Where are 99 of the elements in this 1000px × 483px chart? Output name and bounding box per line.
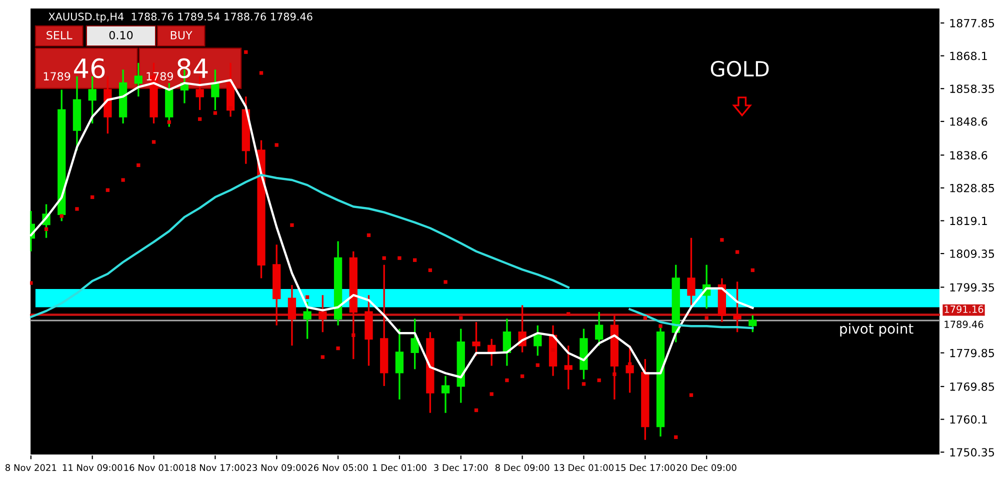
candlestick — [472, 321, 480, 357]
point — [336, 346, 340, 350]
point — [459, 316, 463, 320]
point — [198, 117, 202, 121]
point — [750, 268, 754, 272]
point — [704, 316, 708, 320]
candlestick — [441, 375, 450, 414]
chart-title: XAUUSD.tp,H4 1788.76 1789.54 1788.76 1789.46 — [48, 12, 312, 23]
point — [382, 256, 386, 260]
y-tick-label: 1760.1 — [950, 415, 987, 424]
y-tick-label: 1828.85 — [950, 184, 994, 192]
y-tick-label: 1877.85 — [950, 18, 994, 28]
y-tick-label: 1750.35 — [950, 448, 994, 457]
point — [490, 392, 494, 396]
candlestick — [748, 314, 757, 333]
point — [152, 140, 156, 144]
annotation: GOLD — [710, 60, 769, 77]
ref-line-label: 1789.46 — [944, 320, 984, 328]
point — [505, 378, 509, 382]
point — [689, 393, 694, 397]
candlestick — [626, 344, 634, 394]
point — [30, 281, 33, 285]
candlestick — [410, 318, 419, 370]
x-tick-label: 23 Nov 09:00 — [246, 464, 306, 472]
candlestick — [134, 62, 142, 98]
annotation: SELL — [46, 30, 72, 40]
point — [720, 238, 724, 242]
point — [628, 362, 632, 366]
y-tick-label: 1819.1 — [950, 216, 987, 226]
x-tick-label: 20 Dec 09:00 — [676, 464, 736, 472]
candlestick — [318, 294, 327, 333]
x-tick-label: 1 Dec 01:00 — [372, 464, 426, 472]
annotation: 1789 — [44, 72, 70, 81]
point — [136, 163, 140, 168]
x-tick-label: 16 Nov 01:00 — [124, 464, 184, 472]
x-tick-label: 3 Dec 17:00 — [434, 464, 488, 472]
point — [566, 312, 570, 316]
y-tick-label: 1858.35 — [950, 84, 994, 93]
annotation: 0.10 — [109, 30, 133, 40]
point — [167, 120, 171, 124]
point — [121, 178, 125, 182]
y-tick-label: 1799.35 — [950, 283, 994, 292]
point — [474, 408, 478, 412]
candlestick — [687, 237, 696, 306]
point — [658, 324, 662, 328]
candlestick — [395, 328, 404, 400]
point — [60, 214, 64, 218]
y-tick-label: 1769.85 — [950, 382, 994, 391]
x-tick-label: 15 Dec 17:00 — [616, 464, 675, 472]
point — [398, 256, 402, 260]
point — [44, 227, 48, 231]
point — [320, 355, 325, 359]
point — [536, 363, 540, 367]
point — [290, 223, 294, 227]
x-tick-label: 18 Nov 17:00 — [186, 464, 246, 472]
x-tick-label: 26 Nov 05:00 — [308, 464, 368, 472]
point — [75, 207, 79, 211]
annotation: 46 — [74, 58, 105, 78]
point — [244, 50, 248, 54]
candlestick — [303, 301, 312, 340]
y-tick-label: 1809.35 — [950, 250, 994, 258]
candlestick — [211, 68, 220, 111]
x-tick-label: 8 Nov 2021 — [5, 464, 56, 472]
candlestick — [564, 344, 572, 390]
point — [305, 295, 310, 299]
point — [213, 111, 218, 115]
annotation: BUY — [170, 31, 192, 40]
point — [520, 374, 524, 378]
candlestick — [733, 280, 742, 333]
y-tick-label: 1868.1 — [950, 52, 987, 60]
x-tick-label: 11 Nov 09:00 — [62, 464, 122, 472]
point — [428, 268, 432, 272]
point — [90, 195, 94, 200]
point — [106, 188, 110, 192]
text: pivot point — [840, 323, 914, 337]
y-tick-label: 1848.6 — [950, 117, 988, 126]
point — [612, 372, 616, 376]
point — [674, 435, 678, 439]
point — [228, 106, 232, 110]
candlestick — [595, 311, 604, 346]
y-tick-label: 1779.85 — [950, 348, 994, 358]
point — [643, 316, 647, 320]
point — [259, 71, 264, 75]
point — [444, 280, 448, 284]
point — [582, 382, 586, 386]
point — [352, 333, 356, 338]
point — [366, 233, 371, 238]
candlestick — [534, 324, 542, 357]
candlestick — [288, 284, 296, 346]
y-tick-label: 1838.6 — [950, 151, 988, 160]
point — [597, 378, 601, 382]
annotation: 1789 — [146, 72, 173, 81]
point — [412, 258, 417, 262]
x-tick-label: 8 Dec 09:00 — [495, 464, 550, 472]
point — [735, 250, 740, 254]
x-tick-label: 13 Dec 01:00 — [554, 464, 614, 472]
annotation: 84 — [177, 58, 208, 78]
ref-line-label: 1791.16 — [944, 306, 984, 313]
point — [274, 143, 278, 147]
